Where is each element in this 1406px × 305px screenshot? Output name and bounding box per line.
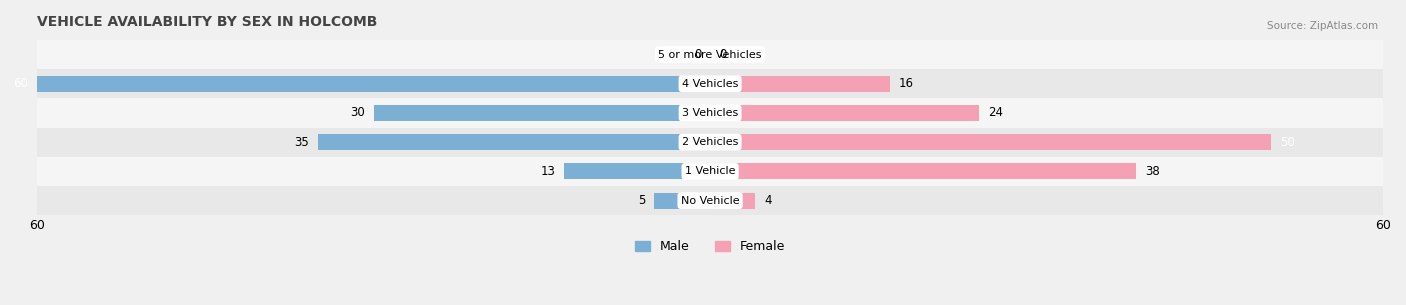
Bar xyxy=(318,134,710,150)
Bar xyxy=(37,127,1384,157)
Text: 30: 30 xyxy=(350,106,364,120)
Text: VEHICLE AVAILABILITY BY SEX IN HOLCOMB: VEHICLE AVAILABILITY BY SEX IN HOLCOMB xyxy=(37,15,378,29)
Bar xyxy=(564,163,710,179)
Text: 5: 5 xyxy=(638,194,645,207)
Text: 16: 16 xyxy=(898,77,914,90)
Bar xyxy=(37,40,1384,69)
Legend: Male, Female: Male, Female xyxy=(630,235,790,258)
Text: 50: 50 xyxy=(1279,136,1295,149)
Bar xyxy=(37,157,1384,186)
Text: 13: 13 xyxy=(540,165,555,178)
Bar xyxy=(710,134,1271,150)
Bar xyxy=(654,192,710,209)
Text: 4 Vehicles: 4 Vehicles xyxy=(682,79,738,89)
Bar xyxy=(37,186,1384,215)
Bar xyxy=(37,98,1384,127)
Text: 35: 35 xyxy=(294,136,308,149)
Text: No Vehicle: No Vehicle xyxy=(681,196,740,206)
Text: 24: 24 xyxy=(988,106,1004,120)
Text: Source: ZipAtlas.com: Source: ZipAtlas.com xyxy=(1267,21,1378,31)
Bar xyxy=(710,192,755,209)
Text: 5 or more Vehicles: 5 or more Vehicles xyxy=(658,49,762,59)
Bar xyxy=(710,163,1136,179)
Bar xyxy=(710,76,890,92)
Text: 1 Vehicle: 1 Vehicle xyxy=(685,167,735,176)
Text: 0: 0 xyxy=(718,48,727,61)
Text: 4: 4 xyxy=(763,194,772,207)
Bar xyxy=(37,76,710,92)
Text: 60: 60 xyxy=(13,77,28,90)
Bar xyxy=(374,105,710,121)
Bar xyxy=(37,69,1384,98)
Text: 38: 38 xyxy=(1146,165,1160,178)
Text: 0: 0 xyxy=(693,48,702,61)
Bar xyxy=(710,105,980,121)
Text: 2 Vehicles: 2 Vehicles xyxy=(682,137,738,147)
Text: 3 Vehicles: 3 Vehicles xyxy=(682,108,738,118)
